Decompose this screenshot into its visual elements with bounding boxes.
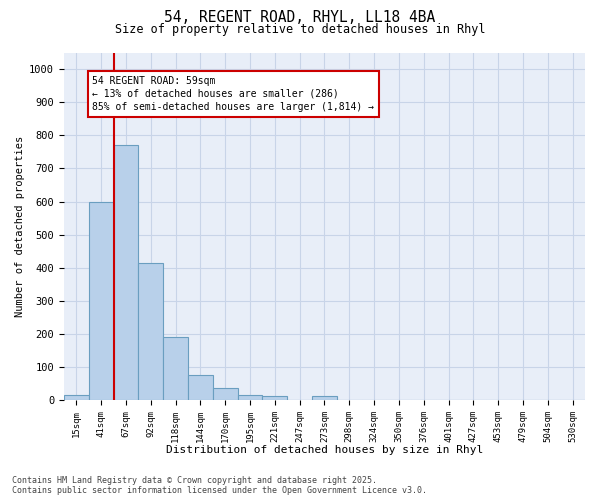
Text: Contains HM Land Registry data © Crown copyright and database right 2025.
Contai: Contains HM Land Registry data © Crown c… — [12, 476, 427, 495]
Bar — [213, 388, 238, 400]
Bar — [238, 394, 262, 400]
Text: Size of property relative to detached houses in Rhyl: Size of property relative to detached ho… — [115, 22, 485, 36]
Bar — [139, 263, 163, 400]
Text: 54, REGENT ROAD, RHYL, LL18 4BA: 54, REGENT ROAD, RHYL, LL18 4BA — [164, 10, 436, 25]
Text: 54 REGENT ROAD: 59sqm
← 13% of detached houses are smaller (286)
85% of semi-det: 54 REGENT ROAD: 59sqm ← 13% of detached … — [92, 76, 374, 112]
Bar — [89, 202, 113, 400]
Bar — [64, 396, 89, 400]
X-axis label: Distribution of detached houses by size in Rhyl: Distribution of detached houses by size … — [166, 445, 483, 455]
Bar — [188, 376, 213, 400]
Bar — [163, 338, 188, 400]
Bar — [262, 396, 287, 400]
Bar — [113, 145, 139, 400]
Y-axis label: Number of detached properties: Number of detached properties — [15, 136, 25, 317]
Bar — [312, 396, 337, 400]
